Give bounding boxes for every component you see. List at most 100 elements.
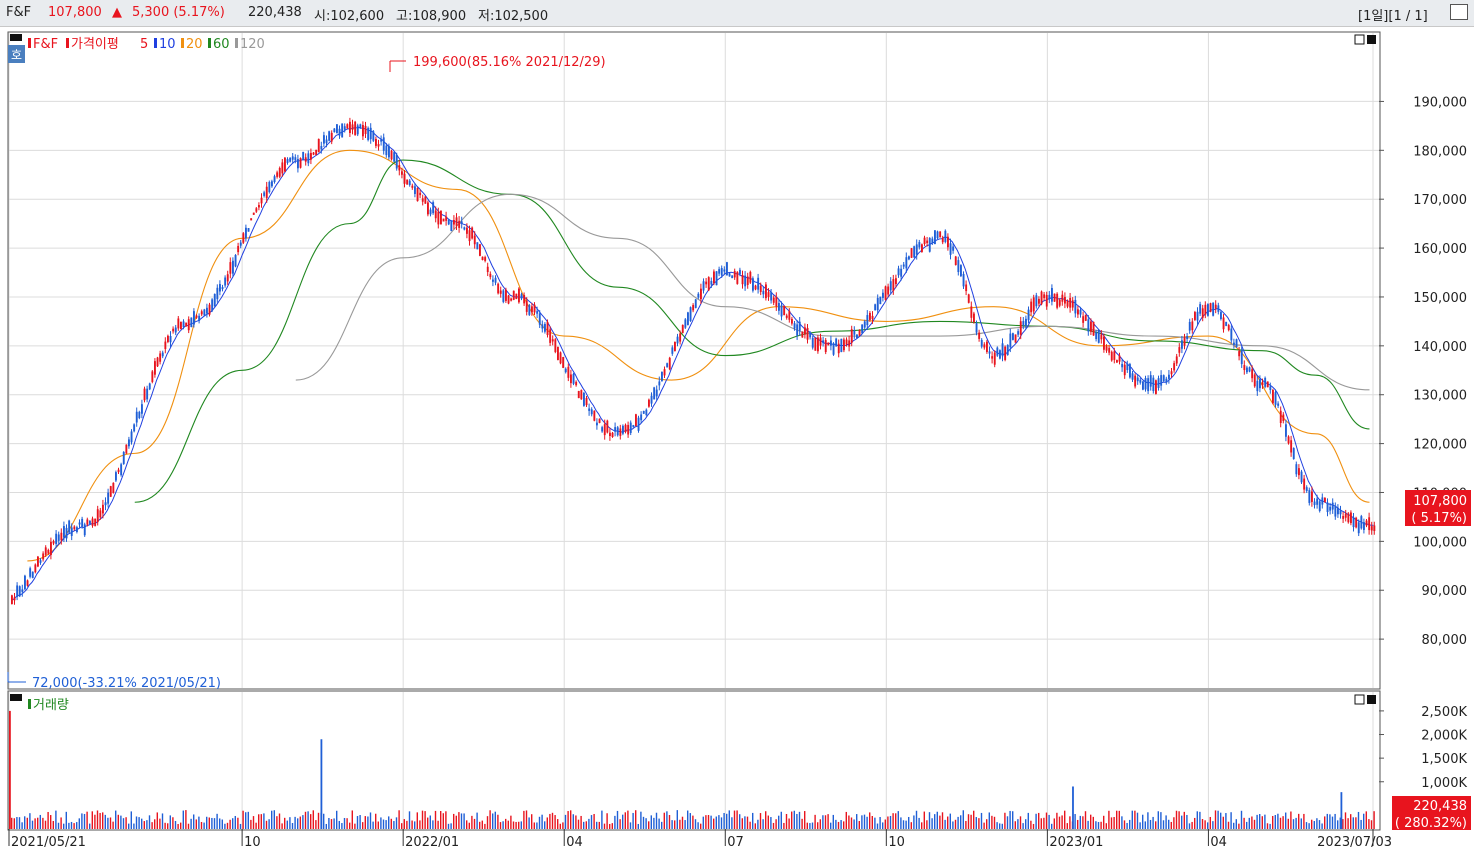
period-selector[interactable]: [1일][1 / 1] (1358, 9, 1428, 24)
volume-bar (788, 818, 790, 829)
volume-bar (1233, 822, 1235, 829)
candle (965, 284, 968, 292)
candle (232, 260, 234, 274)
panel-menu-icon[interactable] (10, 34, 22, 41)
volume-bar (619, 819, 621, 829)
volume-bar (770, 817, 772, 829)
maximize-icon[interactable] (1354, 34, 1365, 45)
volume-bar (471, 815, 473, 829)
candle (622, 425, 624, 434)
volume-axis: 2,500K 2,000K 1,500K 1,000K (1379, 705, 1467, 791)
volume-bar (1009, 810, 1011, 829)
volume-bar (401, 823, 403, 829)
candle (1113, 351, 1116, 360)
candle (359, 124, 362, 129)
date-tick-label: 2021/05/21 (11, 835, 86, 850)
legend-ma-5: 5 (140, 37, 148, 52)
volume-bar (1350, 814, 1352, 829)
volume-bar (993, 816, 996, 829)
volume-bar (1069, 816, 1071, 829)
volume-bar (1204, 820, 1206, 829)
volume-bar (1110, 817, 1113, 829)
candle (947, 236, 949, 248)
candle (91, 518, 94, 526)
candle (679, 333, 682, 342)
candle (835, 338, 838, 347)
volume-bar (728, 810, 730, 829)
candle (416, 187, 419, 202)
volume-bar (492, 813, 494, 829)
candle (1344, 513, 1347, 518)
volume-bar (1030, 820, 1032, 829)
candle (1321, 497, 1324, 505)
volume-bar (624, 812, 626, 829)
volume-tick-label: 2,000K (1421, 729, 1467, 744)
volume-bar (1261, 816, 1263, 829)
candle (640, 414, 643, 421)
candle (29, 568, 32, 577)
volume-close-icon[interactable] (1367, 695, 1376, 704)
candle (525, 300, 528, 312)
candle (923, 237, 926, 244)
candle (1311, 491, 1313, 502)
volume-bar (973, 810, 975, 829)
candle (1259, 379, 1261, 389)
volume-bar (505, 818, 507, 829)
volume-bar (1311, 819, 1313, 829)
candle (164, 341, 167, 349)
volume-bar (988, 812, 990, 829)
candle (671, 347, 674, 354)
volume-bar (11, 817, 13, 829)
volume-bar (1139, 822, 1141, 829)
volume-bar (1188, 823, 1191, 829)
candle (177, 318, 180, 329)
volume-bar (42, 817, 44, 829)
volume-bar (13, 818, 15, 829)
volume-bar (923, 811, 925, 829)
volume-bar (1175, 810, 1178, 829)
candle (869, 312, 871, 320)
volume-bar (330, 819, 333, 829)
candle (507, 295, 510, 304)
candle (697, 293, 700, 298)
volume-bar (73, 823, 75, 829)
candle (1149, 375, 1152, 387)
volume-bar (1266, 823, 1269, 829)
window-icon[interactable] (1450, 4, 1468, 20)
candle (921, 244, 923, 252)
current-price: 107,800 (48, 5, 102, 20)
volume-bar (89, 823, 91, 829)
volume-bar (377, 821, 379, 829)
candle (52, 541, 55, 544)
volume-bar (861, 815, 863, 829)
volume-bar (661, 821, 663, 829)
volume-bar (86, 811, 88, 829)
volume-bar (523, 810, 525, 829)
volume-bar (219, 818, 221, 829)
candle (650, 395, 653, 404)
candle (1110, 351, 1113, 361)
candle (187, 319, 190, 331)
volume-bar (1298, 813, 1300, 829)
legend-ma-60: 60 (213, 37, 230, 52)
candle (1201, 308, 1204, 318)
volume-bar (276, 816, 278, 829)
volume-bar (367, 816, 369, 829)
volume-bar (570, 810, 572, 829)
candle (1347, 513, 1350, 523)
volume-bar (161, 813, 164, 829)
candle (876, 297, 879, 311)
volume-bar (908, 816, 910, 829)
candle (1131, 373, 1134, 380)
volume-bar (1019, 816, 1022, 829)
candle (1303, 478, 1306, 490)
volume-menu-icon[interactable] (10, 694, 22, 701)
volume-maximize-icon[interactable] (1354, 694, 1365, 705)
candle (848, 340, 851, 347)
candle (133, 424, 136, 432)
close-icon[interactable] (1367, 35, 1376, 44)
volume-bar (1370, 820, 1373, 829)
candle (86, 519, 89, 525)
candle (674, 342, 676, 351)
volume-bar (575, 815, 577, 829)
